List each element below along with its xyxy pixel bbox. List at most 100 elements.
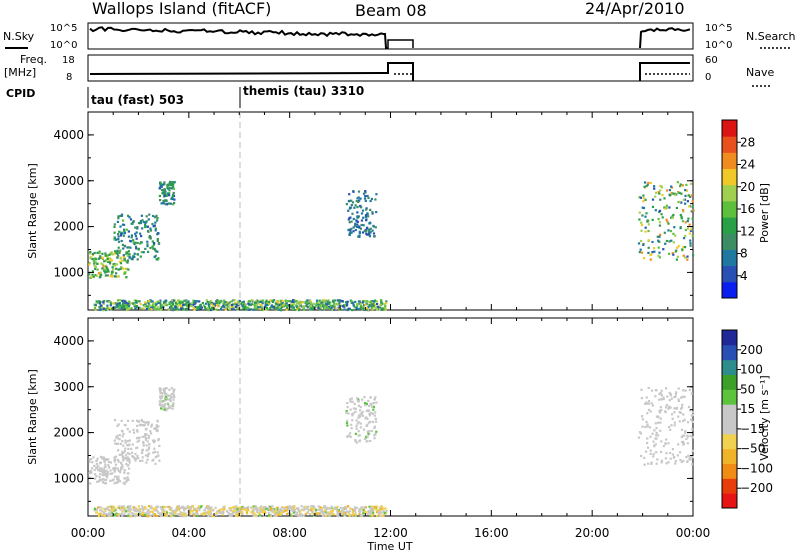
power-echo — [114, 238, 118, 241]
power-echo — [135, 301, 138, 304]
vel-echo — [129, 508, 132, 511]
vel-echo — [352, 412, 355, 415]
vel-echo — [662, 396, 665, 399]
vel-echo — [163, 408, 166, 411]
power-echo — [365, 227, 369, 230]
vel-echo — [235, 505, 238, 508]
cpid-segment-1: tau (fast) 503 — [91, 93, 184, 107]
power-swatch — [722, 168, 737, 186]
vel-echo — [242, 508, 245, 511]
vel-echo — [677, 415, 680, 418]
power-echo — [123, 272, 126, 275]
power-echo — [122, 256, 125, 259]
vel-echo — [679, 451, 682, 454]
vel-echo — [145, 444, 148, 447]
power-echo — [106, 300, 109, 303]
power-echo — [667, 229, 670, 232]
nsearch-label: N.Search — [746, 30, 796, 43]
vel-echo — [645, 450, 648, 453]
vel-echo — [127, 419, 130, 422]
vel-echo — [650, 389, 654, 392]
power-echo — [160, 188, 164, 192]
vel-echo — [640, 454, 643, 458]
vel-echo — [89, 469, 92, 473]
power-echo — [199, 307, 202, 310]
power-echo — [651, 205, 655, 208]
power-echo — [354, 300, 357, 303]
vel-echo — [665, 403, 668, 407]
vel-echo — [153, 513, 157, 516]
vel-echo — [326, 512, 329, 516]
vel-echo — [336, 505, 339, 508]
power-echo — [366, 212, 369, 215]
vel-echo — [122, 459, 125, 462]
power-echo — [149, 306, 152, 309]
vel-echo — [157, 505, 160, 508]
vel-echo — [127, 478, 130, 481]
vel-echo — [109, 469, 112, 472]
power-echo — [360, 206, 363, 209]
vel-echo — [147, 448, 150, 451]
power-echo — [685, 189, 688, 192]
power-echo — [164, 192, 167, 196]
power-echo — [359, 204, 362, 207]
vel-echo — [103, 507, 106, 510]
vel-echo — [157, 511, 160, 514]
power-echo — [264, 304, 267, 307]
vel-echo — [346, 435, 349, 438]
power-echo — [168, 192, 171, 195]
vel-echo — [342, 507, 345, 510]
power-echo — [367, 196, 370, 199]
power-echo — [164, 303, 167, 306]
power-echo — [115, 251, 118, 254]
vel-echo — [245, 509, 248, 512]
vel-echo — [194, 512, 198, 515]
vel-echo — [109, 505, 112, 508]
vel-echo — [342, 512, 346, 515]
power-echo — [106, 257, 109, 260]
power-echo — [145, 215, 148, 218]
power-echo — [94, 303, 97, 307]
power-echo — [665, 189, 669, 192]
vel-echo — [275, 509, 278, 512]
power-echo — [193, 303, 196, 306]
power-echo — [658, 221, 661, 224]
vel-echo — [294, 513, 297, 516]
power-echo — [147, 308, 150, 311]
vel-echo — [144, 511, 147, 515]
power-echo — [380, 308, 383, 311]
vel-echo — [128, 467, 131, 470]
vel-echo — [304, 505, 307, 508]
power-echo — [666, 220, 669, 223]
power-echo — [106, 254, 109, 257]
power-echo — [113, 231, 116, 234]
power-echo — [126, 246, 129, 249]
vel-echo — [130, 447, 133, 450]
power-echo — [687, 194, 690, 197]
vel-echo — [282, 510, 285, 513]
power-echo — [333, 308, 336, 311]
vel-echo — [655, 462, 658, 465]
vel-echo — [190, 506, 193, 509]
power-echo — [684, 256, 687, 259]
power-echo — [113, 238, 116, 241]
power-echo — [367, 306, 370, 309]
vel-echo — [141, 505, 144, 508]
power-echo — [93, 306, 97, 309]
freq-panel: Freq. [MHz] 18 8 60 0 Nave CPID — [4, 53, 774, 100]
vel-echo — [682, 413, 685, 416]
vel-echo — [144, 421, 147, 424]
power-echo — [689, 239, 692, 242]
vel-echo — [683, 434, 686, 437]
velocity-swatch — [722, 463, 737, 479]
vel-echo — [347, 412, 350, 415]
vel-echo — [667, 461, 670, 464]
power-echo — [139, 255, 142, 258]
vel-echo — [352, 407, 355, 410]
power-echo — [155, 250, 158, 253]
vel-echo — [104, 465, 107, 468]
power-echo — [659, 233, 662, 236]
vel-echo — [347, 512, 350, 515]
